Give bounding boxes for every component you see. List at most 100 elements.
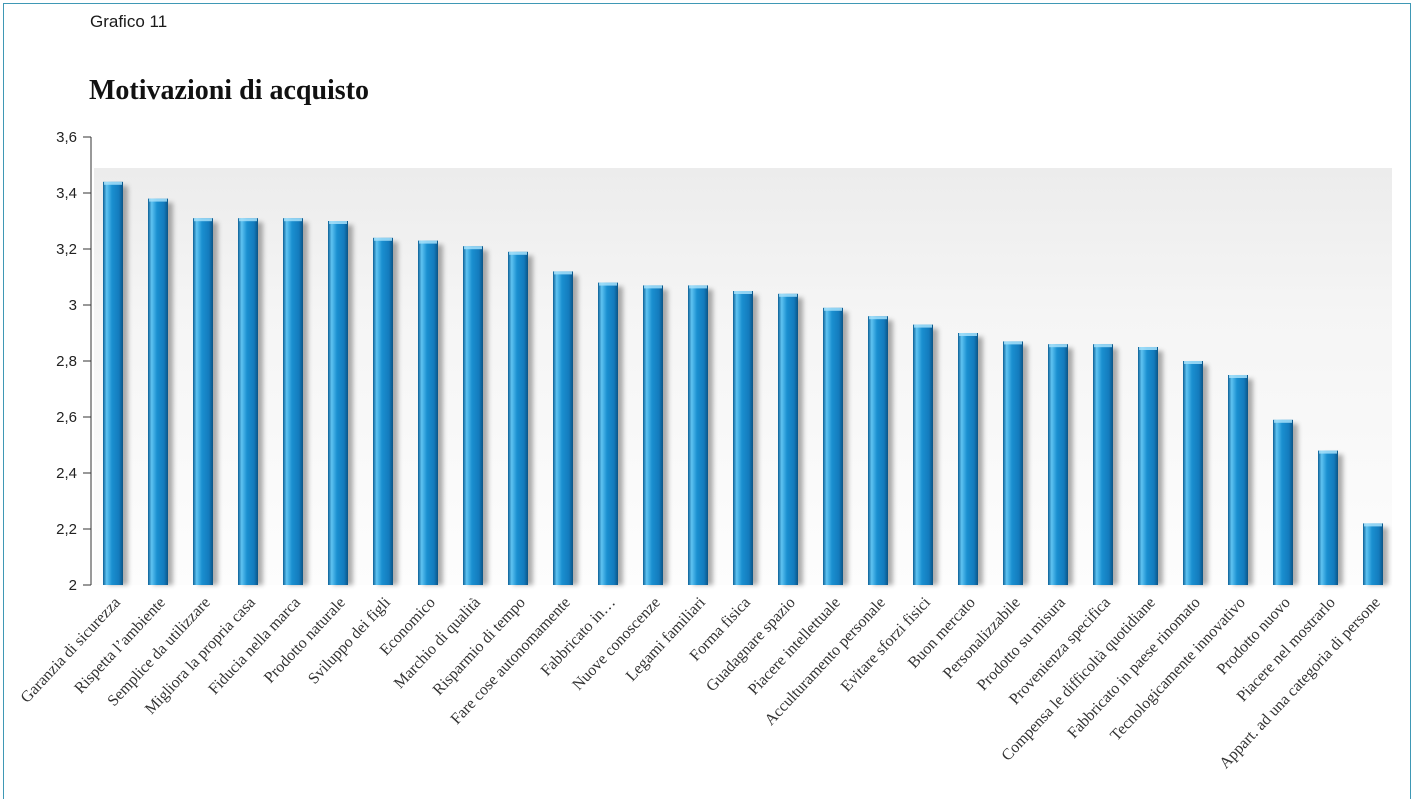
y-tick-label: 2,6 — [56, 409, 77, 426]
category-label: Personalizzabile — [940, 594, 1024, 682]
bar-cap — [149, 198, 167, 202]
bar-group-15 — [733, 291, 758, 585]
bar-group-24 — [1138, 347, 1163, 585]
figure-frame — [3, 3, 1411, 799]
bar-group-13 — [643, 285, 668, 585]
bar-cap — [914, 324, 932, 328]
bar-cap — [1139, 347, 1157, 350]
bar-group-25 — [1183, 361, 1208, 585]
bar-cap — [509, 251, 527, 255]
y-axis: 2 2,2 2,4 2,6 2,8 3 3,2 3,4 3,6 — [56, 129, 92, 594]
bar-cap — [644, 285, 662, 289]
bar-group-22 — [1048, 344, 1073, 585]
bar-2 — [148, 198, 168, 585]
bar-25 — [1183, 361, 1203, 585]
bar-10 — [508, 251, 528, 586]
bar-3 — [193, 218, 213, 585]
y-tick-label: 3,6 — [56, 129, 77, 146]
bar-17 — [823, 307, 843, 585]
bar-group-18 — [868, 316, 893, 585]
bar-group-26 — [1228, 375, 1253, 585]
category-label: Prodotto naturale — [261, 594, 349, 687]
bar-11 — [553, 271, 573, 585]
bar-cap — [1004, 341, 1022, 345]
bar-21 — [1003, 341, 1023, 585]
bar-group-23 — [1093, 344, 1118, 585]
figure-label: Grafico 11 — [90, 12, 168, 31]
bar-cap — [329, 221, 347, 224]
bar-6 — [328, 221, 348, 585]
category-label: Sviluppo dei figli — [305, 594, 394, 688]
bar-group-17 — [823, 307, 848, 585]
bar-cap — [869, 316, 887, 320]
bar-group-7 — [373, 237, 398, 586]
bar-14 — [688, 285, 708, 585]
bar-cap — [1049, 344, 1067, 348]
bar-cap — [959, 333, 977, 336]
bar-27 — [1273, 419, 1293, 585]
bar-cap — [1274, 419, 1292, 423]
bar-cap — [1319, 450, 1337, 454]
bar-group-3 — [193, 218, 218, 585]
bar-4 — [238, 218, 258, 585]
bar-cap — [599, 282, 617, 286]
bar-7 — [373, 237, 393, 586]
bar-group-5 — [283, 218, 308, 585]
bar-cap — [284, 218, 302, 222]
y-tick-label: 2,8 — [56, 353, 77, 370]
category-label: Appart. ad una categoria di persone — [1216, 594, 1384, 772]
bar-cap — [194, 218, 212, 222]
bar-cap — [824, 307, 842, 311]
bar-group-2 — [148, 198, 173, 585]
bar-cap — [734, 291, 752, 294]
bar-1 — [103, 181, 123, 586]
bar-28 — [1318, 450, 1338, 585]
bar-cap — [1184, 361, 1202, 364]
bar-group-19 — [913, 324, 938, 585]
y-tick-label: 3,4 — [56, 185, 77, 202]
bar-cap — [464, 246, 482, 250]
bar-22 — [1048, 344, 1068, 585]
bar-group-6 — [328, 221, 353, 585]
bar-5 — [283, 218, 303, 585]
bar-group-28 — [1318, 450, 1343, 585]
y-tick-label: 2,2 — [56, 521, 77, 538]
bar-group-29 — [1363, 523, 1388, 585]
bar-group-16 — [778, 293, 803, 585]
bar-group-8 — [418, 240, 443, 585]
bar-cap — [419, 240, 437, 244]
category-label: Legami familiari — [623, 594, 709, 685]
bar-18 — [868, 316, 888, 585]
bar-cap — [104, 181, 122, 185]
bar-16 — [778, 293, 798, 585]
bar-13 — [643, 285, 663, 585]
bar-cap — [239, 218, 257, 222]
bar-26 — [1228, 375, 1248, 585]
bar-24 — [1138, 347, 1158, 585]
y-tick-label: 3 — [69, 297, 77, 314]
chart-title: Motivazioni di acquisto — [89, 75, 370, 106]
bar-9 — [463, 246, 483, 585]
bar-cap — [374, 237, 392, 241]
bar-12 — [598, 282, 618, 585]
bar-group-9 — [463, 246, 488, 585]
bar-cap — [779, 293, 797, 297]
bar-group-27 — [1273, 419, 1298, 585]
bar-group-14 — [688, 285, 713, 585]
bar-29 — [1363, 523, 1383, 585]
bar-cap — [1094, 344, 1112, 348]
bar-group-21 — [1003, 341, 1028, 585]
bar-group-20 — [958, 333, 983, 585]
bar-20 — [958, 333, 978, 585]
y-tick-label: 2 — [69, 577, 77, 594]
y-tick-label: 2,4 — [56, 465, 77, 482]
bar-cap — [1229, 375, 1247, 378]
bar-group-11 — [553, 271, 578, 585]
bar-23 — [1093, 344, 1113, 585]
bar-19 — [913, 324, 933, 585]
bars — [103, 181, 1388, 586]
bar-cap — [554, 271, 572, 275]
bar-group-10 — [508, 251, 533, 586]
